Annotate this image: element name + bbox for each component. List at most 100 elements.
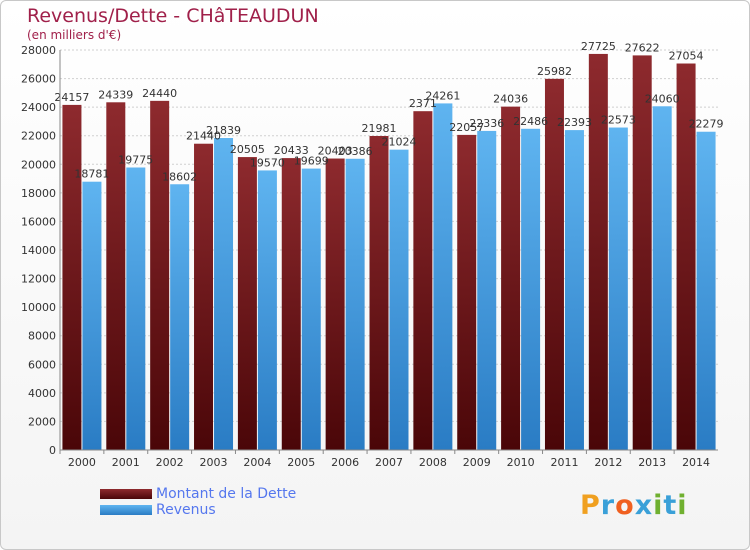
chart-subtitle: (en milliers d'€) [27, 28, 122, 42]
x-tick-label: 2008 [419, 456, 447, 469]
logo-letter: i [677, 490, 688, 521]
data-label-dette: 21981 [362, 122, 397, 135]
bar-revenus [214, 138, 234, 450]
data-label-revenus: 19699 [294, 155, 329, 168]
bar-dette [369, 135, 389, 450]
data-label-revenus: 22486 [513, 115, 548, 128]
data-label-dette: 27054 [669, 50, 704, 63]
data-label-dette: 21440 [186, 130, 221, 143]
y-tick-label: 22000 [21, 130, 56, 143]
bar-dette [281, 158, 301, 450]
data-label-revenus: 24261 [425, 89, 460, 102]
bar-revenus [477, 130, 497, 450]
bars [62, 53, 716, 451]
data-label-revenus: 22279 [689, 118, 724, 131]
data-label-revenus: 18602 [162, 170, 197, 183]
bar-dette [413, 111, 433, 450]
y-tick-label: 20000 [21, 158, 56, 171]
bar-revenus [126, 167, 146, 450]
y-tick-label: 18000 [21, 187, 56, 200]
grid-lines [60, 49, 718, 451]
bar-revenus [608, 127, 628, 451]
legend-label-revenus: Revenus [156, 502, 216, 518]
data-label-dette: 2371 [409, 97, 437, 110]
bar-revenus [301, 168, 321, 451]
y-tick-label: 12000 [21, 273, 56, 286]
y-tick-label: 0 [49, 444, 56, 457]
legend-swatch-debt [100, 489, 152, 499]
bar-dette [588, 53, 608, 451]
bar-dette [62, 104, 82, 451]
bar-dette [632, 55, 652, 451]
bar-revenus [82, 181, 102, 450]
data-label-dette: 24157 [54, 91, 89, 104]
bar-dette [237, 157, 257, 451]
legend-swatch-revenus [100, 505, 152, 515]
bar-revenus [564, 130, 584, 450]
x-tick-label: 2013 [638, 456, 666, 469]
x-tick-label: 2005 [287, 456, 315, 469]
data-label-dette: 27725 [581, 40, 616, 53]
data-label-revenus: 22573 [601, 114, 636, 127]
x-tick-label: 2012 [594, 456, 622, 469]
y-tick-label: 4000 [28, 387, 56, 400]
y-tick-label: 10000 [21, 301, 56, 314]
data-label-dette: 24440 [142, 87, 177, 100]
logo-letter: r [600, 490, 616, 521]
bar-dette [150, 100, 170, 450]
data-label-dette: 20505 [230, 143, 265, 156]
logo-letter: o [615, 490, 635, 521]
y-tick-label: 26000 [21, 73, 56, 86]
proxiti-logo: Proxiti [580, 490, 688, 521]
axes: 0 2000 4000 6000 8000 10000 12000 14000 16000 180… [21, 44, 718, 469]
bar-revenus [345, 158, 365, 450]
data-label-dette: 22057 [449, 121, 484, 134]
data-label-dette: 20433 [274, 144, 309, 157]
data-label-dette: 24036 [493, 93, 528, 106]
y-tick-label: 28000 [21, 44, 56, 57]
logo-letter: i [653, 490, 664, 521]
data-labels: 24157 18781 24339 19775 24440 18602 2144021839… [54, 40, 723, 183]
data-label-revenus: 19570 [250, 156, 285, 169]
y-tick-label: 2000 [28, 415, 56, 428]
y-tick-label: 24000 [21, 101, 56, 114]
logo-letter: x [634, 490, 654, 521]
x-tick-label: 2002 [156, 456, 184, 469]
legend-label-debt: Montant de la Dette [156, 486, 297, 502]
bar-revenus [170, 184, 190, 450]
y-tick-label: 16000 [21, 215, 56, 228]
x-tick-label: 2000 [68, 456, 96, 469]
data-label-revenus: 21839 [206, 124, 241, 137]
bar-revenus [521, 128, 541, 450]
bar-revenus [696, 131, 716, 450]
bar-dette [325, 158, 345, 450]
logo-letter: t [663, 490, 678, 521]
bar-dette [106, 102, 126, 451]
x-tick-label: 2003 [200, 456, 228, 469]
x-tick-label: 2001 [112, 456, 140, 469]
bar-dette [194, 143, 214, 450]
data-label-revenus: 22393 [557, 116, 592, 129]
data-label-revenus: 22336 [469, 117, 504, 130]
data-label-dette: 24339 [98, 88, 133, 101]
data-label-revenus: 20386 [338, 145, 373, 158]
data-label-revenus: 19775 [118, 154, 153, 167]
x-tick-label: 2011 [550, 456, 578, 469]
y-tick-label: 6000 [28, 358, 56, 371]
bar-revenus [389, 149, 409, 450]
bar-revenus [433, 103, 453, 451]
x-tick-label: 2014 [682, 456, 710, 469]
bar-revenus [257, 170, 277, 450]
bar-dette [457, 134, 477, 450]
x-tick-label: 2004 [243, 456, 271, 469]
x-tick-label: 2009 [463, 456, 491, 469]
data-label-dette: 25982 [537, 65, 572, 78]
data-label-dette: 20403 [318, 145, 353, 158]
x-tick-label: 2010 [507, 456, 535, 469]
x-tick-label: 2006 [331, 456, 359, 469]
x-tick-label: 2007 [375, 456, 403, 469]
bar-dette [501, 106, 521, 450]
data-label-revenus: 18781 [74, 168, 109, 181]
bar-dette [676, 63, 696, 451]
